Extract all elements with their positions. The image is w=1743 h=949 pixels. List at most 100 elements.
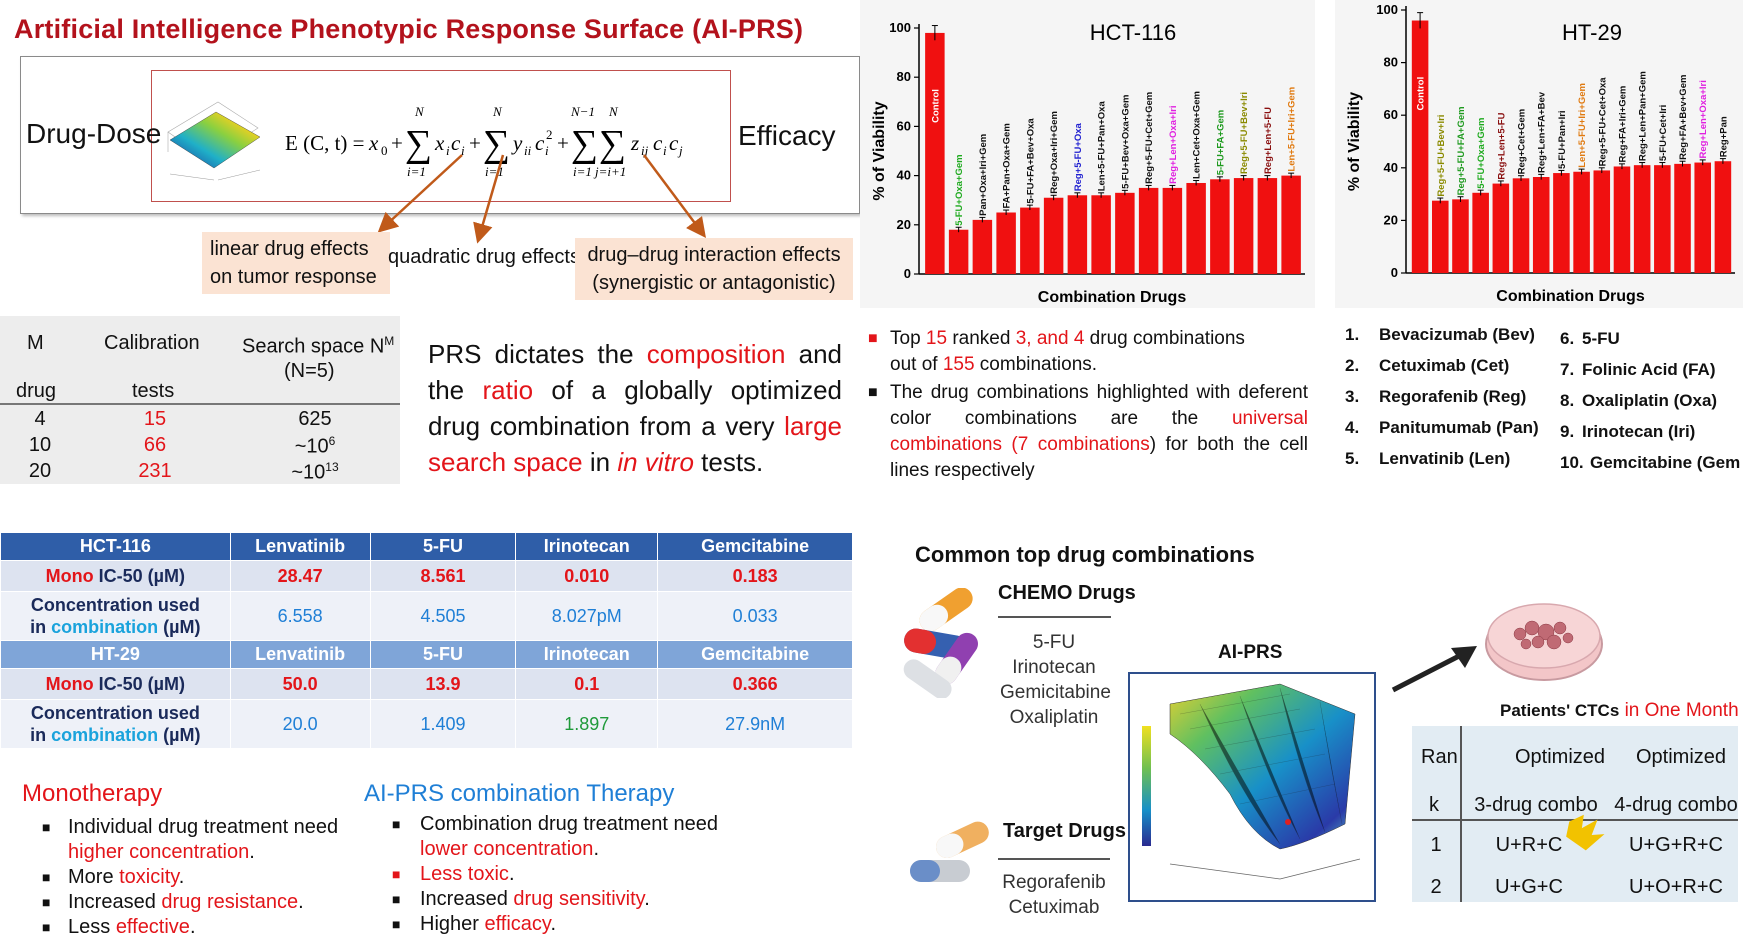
bar [925,32,945,274]
quadratic-effects-label: quadratic drug effects [388,246,580,268]
drug-list-name: Cetuximab (Cet) [1379,356,1510,375]
bar [1492,183,1510,273]
calib-row-tests: 231 [138,460,172,482]
bar-label: Reg+Pan [1718,116,1729,157]
bar-label: Reg+Len+5-FU [1496,112,1507,179]
drug-list-item: 7. Folinic Acid (FA) [1560,360,1715,380]
svg-text:2: 2 [546,127,553,142]
ic-value: 4.505 [369,591,517,641]
svg-text:x: x [434,131,445,155]
bar-label: Len+5-FU+Pan+Oxa [1097,101,1108,192]
ic-value: 13.9 [369,668,517,700]
y-tick-label: 80 [897,69,911,84]
svg-text:∑: ∑ [571,123,598,165]
svg-text:i: i [461,143,465,158]
bar-label: Reg+Cet+Gem [1517,109,1528,174]
chart-title: HT-29 [1562,20,1622,45]
bar [1633,165,1651,273]
target-drug: Regorafenib [1002,872,1106,893]
x-axis-label: Combination Drugs [1038,289,1187,306]
drug-list-number: 10. [1560,453,1584,472]
bar [1186,182,1206,274]
y-tick-label: 20 [1384,212,1398,227]
ic-drug-header: Gemcitabine [657,640,853,669]
calib-row-drug: 20 [28,460,52,482]
efficacy-label: Efficacy [738,120,836,151]
common-combos-title: Common top drug combinations [915,542,1255,567]
svg-text:i: i [545,143,549,158]
ic-drug-header: Irinotecan [515,532,659,561]
svg-text:j: j [677,143,683,158]
combo4-header: 4-drug combo [1614,794,1738,816]
chemo-drug-list: 5-FU Irinotecan Gemicitabine Oxaliplatin [1000,630,1111,730]
bar-label: 5-FU+Bev+Oxa+Gem [1120,95,1131,189]
bar-label: Len+5-FU+Iri+Gem [1577,83,1588,168]
monotherapy-title: Monotherapy [22,780,163,807]
mono-item: ■ Increased drug resistance. [42,891,304,913]
combo-item: ■ Combination drug treatment need lower c… [392,813,718,860]
mono-item: ■ Individual drug treatment need higher c… [42,816,339,863]
drug-list-item: 10. Gemcitabine (Gem [1560,453,1740,473]
drug-list-name: Irinotecan (Iri) [1582,422,1696,441]
bar-label: 5-FU+FA+Gem [1215,110,1226,175]
drug-list-number: 2. [1345,356,1360,375]
drug-list-item: 2. Cetuximab (Cet) [1345,356,1509,376]
drug-list-number: 5. [1345,449,1360,468]
svg-text:ij: ij [641,143,649,158]
drug-list-name: Gemcitabine (Gem [1590,453,1741,472]
drug-list-number: 1. [1345,325,1360,344]
y-axis-label: % of Viability [1346,92,1363,191]
bar-label: Reg+5-FU+Bev+Iri [1436,115,1447,197]
svg-text:i: i [663,143,667,158]
bar [1472,192,1489,273]
drug-list-number: 8. [1560,391,1575,410]
ic-drug-header: Lenvatinib [229,640,371,669]
chemo-drugs-title: CHEMO Drugs [998,582,1136,604]
ic-value: 6.558 [229,591,371,641]
bar [1452,199,1469,273]
bar-label: 5-FU+Oxa+Gem [1476,117,1487,188]
svg-text:N−1: N−1 [570,104,595,119]
y-tick-label: 40 [1384,160,1398,175]
ic-drug-header: 5-FU [369,640,517,669]
drug-list-item: 3. Regorafenib (Reg) [1345,387,1526,407]
ic-combo-row: Concentration used in combination (µM) 20… [0,699,853,749]
ic-value: 50.0 [229,668,371,700]
equation-arrows [377,154,706,244]
y-tick-label: 0 [1391,265,1398,280]
bar [1257,178,1278,274]
ic-value: 0.033 [657,591,853,641]
bar [1432,200,1449,273]
drug-list-number: 6. [1560,329,1575,348]
surface-thumbnail [167,101,261,181]
combo3-value: U+R+C [1495,834,1563,856]
bar-label: Control [1416,77,1427,111]
drug-list-item: 9. Irinotecan (Iri) [1560,422,1695,442]
bar [1091,195,1111,274]
combo-item: ■ Increased drug sensitivity. [392,888,650,910]
target-drugs-title: Target Drugs [1003,820,1126,842]
target-divider [998,858,1110,860]
main-title: Artificial Intelligence Phenotypic Respo… [14,14,804,44]
ic-row-label: Mono IC-50 (µM) [0,668,231,700]
svg-text:E (C, t) =: E (C, t) = [285,131,365,155]
y-tick-label: 100 [889,20,911,35]
ic-value: 8.561 [369,560,517,592]
drug-list-number: 3. [1345,387,1360,406]
svg-text:∑: ∑ [599,123,626,165]
svg-text:c: c [451,131,461,155]
ic50-table: HCT-116 Lenvatinib 5-FU Irinotecan Gemci… [0,532,853,749]
ic-mono-row: Mono IC-50 (µM) 28.47 8.561 0.010 0.183 [0,560,853,592]
calib-header-space: Search space NM [242,334,395,358]
bar-label: 5-FU+FA+Bev+Oxa [1025,118,1036,204]
bar-label: Reg+Len+Oxa+Iri [1698,80,1709,158]
chemo-drug: Gemicitabine [1000,682,1111,703]
calib-header-calibration: Calibration [104,332,200,354]
bar [1694,162,1711,273]
bar-label: Reg+Len+Oxa+Iri [1168,105,1179,183]
bar [972,219,993,274]
bar [996,212,1016,274]
ic-value: 8.027pM [515,591,659,641]
combo-therapy-title: AI-PRS combination Therapy [364,780,675,807]
y-tick-label: 0 [904,266,911,281]
